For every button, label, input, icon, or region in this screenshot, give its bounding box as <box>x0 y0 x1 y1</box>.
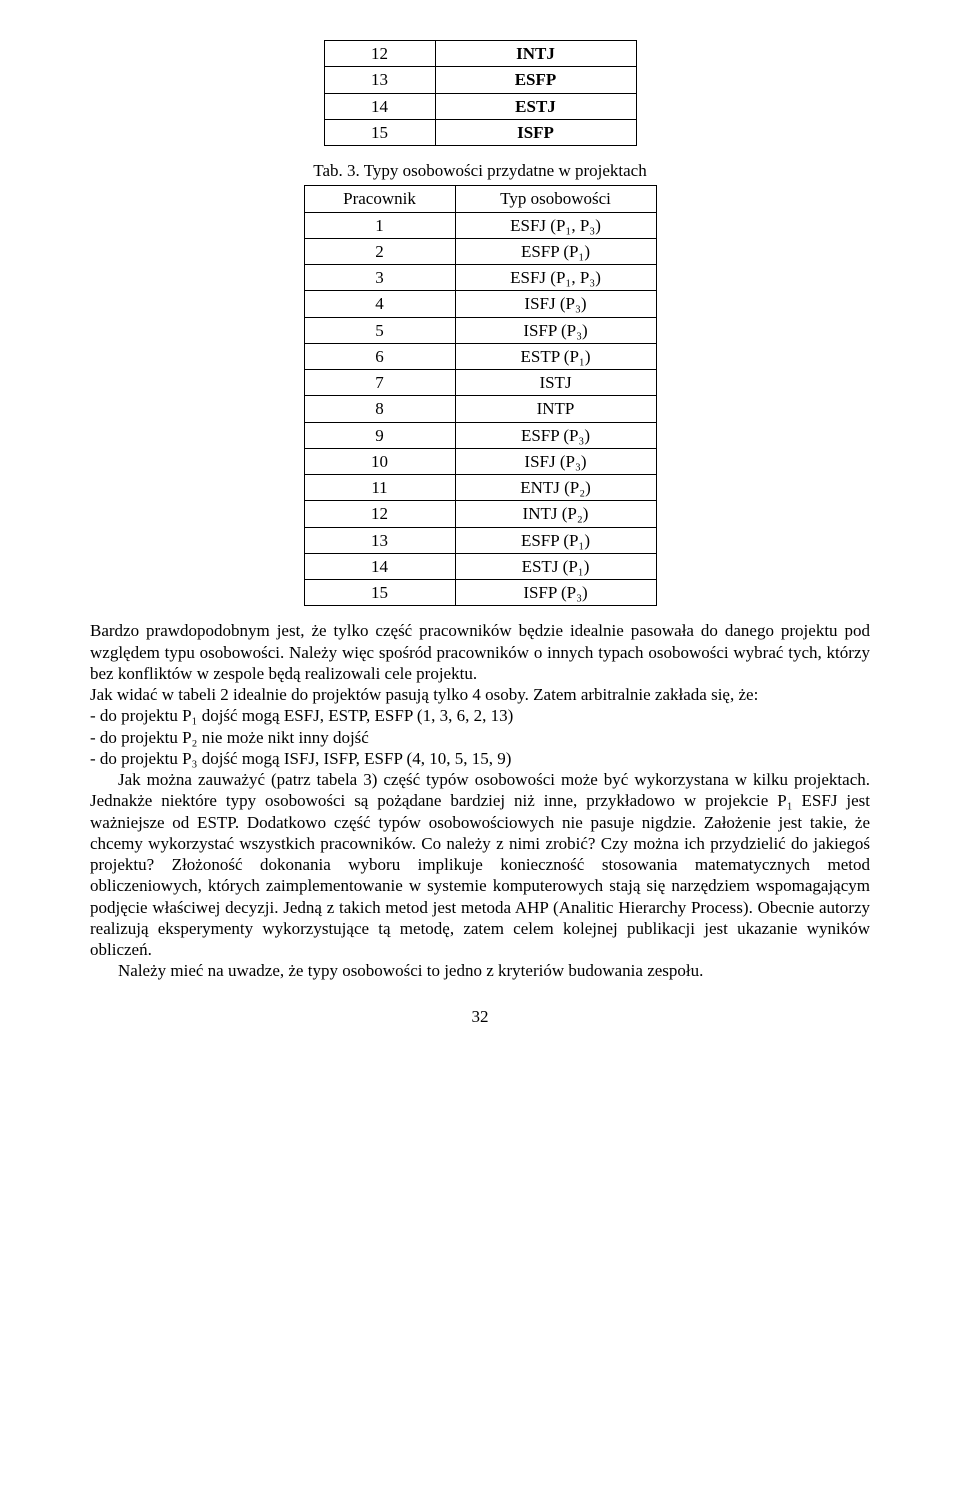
row-number: 13 <box>324 67 435 93</box>
table-row: 15ISFP <box>324 119 636 145</box>
table-row: 11ENTJ (P₂) <box>304 475 656 501</box>
table-row: 8INTP <box>304 396 656 422</box>
row-number: 14 <box>324 93 435 119</box>
row-number: 13 <box>304 527 455 553</box>
row-number: 5 <box>304 317 455 343</box>
row-value: ESTP (P₁) <box>455 343 656 369</box>
row-value: ISTJ <box>455 370 656 396</box>
row-value: ESFP <box>435 67 636 93</box>
row-number: 15 <box>324 119 435 145</box>
table-row: 4ISFJ (P₃) <box>304 291 656 317</box>
page-number: 32 <box>90 1006 870 1027</box>
paragraph-1: Bardzo prawdopodobnym jest, że tylko czę… <box>90 620 870 684</box>
row-number: 4 <box>304 291 455 317</box>
row-value: INTJ (P₂) <box>455 501 656 527</box>
row-value: INTJ <box>435 41 636 67</box>
row-number: 12 <box>324 41 435 67</box>
row-number: 9 <box>304 422 455 448</box>
row-value: ESFP (P₁) <box>455 527 656 553</box>
row-number: 10 <box>304 448 455 474</box>
row-number: 14 <box>304 553 455 579</box>
table-row: 14ESTJ (P₁) <box>304 553 656 579</box>
row-number: 15 <box>304 580 455 606</box>
list-item-1: - do projektu P₁ dojść mogą ESFJ, ESTP, … <box>90 705 870 726</box>
row-number: 3 <box>304 265 455 291</box>
table2-fragment: 12INTJ13ESFP14ESTJ15ISFP <box>324 40 637 146</box>
row-value: INTP <box>455 396 656 422</box>
row-value: ISFP (P₃) <box>455 317 656 343</box>
table-header-row: PracownikTyp osobowości <box>304 186 656 212</box>
row-number: 12 <box>304 501 455 527</box>
table3-caption: Tab. 3. Typy osobowości przydatne w proj… <box>90 160 870 181</box>
table-row: 12INTJ (P₂) <box>304 501 656 527</box>
row-number: 1 <box>304 212 455 238</box>
row-value: ESFP (P₁) <box>455 238 656 264</box>
row-value: ISFP (P₃) <box>455 580 656 606</box>
paragraph-3: Jak można zauważyć (patrz tabela 3) częś… <box>90 769 870 960</box>
table3: PracownikTyp osobowości1ESFJ (P₁, P₃)2ES… <box>304 185 657 606</box>
paragraph-4: Należy mieć na uwadze, że typy osobowośc… <box>90 960 870 981</box>
list-item-2: - do projektu P₂ nie może nikt inny dojś… <box>90 727 870 748</box>
table-row: 12INTJ <box>324 41 636 67</box>
paragraph-2: Jak widać w tabeli 2 idealnie do projekt… <box>90 684 870 705</box>
row-value: ISFP <box>435 119 636 145</box>
table-row: 14ESTJ <box>324 93 636 119</box>
row-number: 7 <box>304 370 455 396</box>
table-row: 2ESFP (P₁) <box>304 238 656 264</box>
table-row: 13ESFP (P₁) <box>304 527 656 553</box>
row-number: 11 <box>304 475 455 501</box>
row-value: ESTJ (P₁) <box>455 553 656 579</box>
table-row: 5ISFP (P₃) <box>304 317 656 343</box>
row-value: ISFJ (P₃) <box>455 291 656 317</box>
row-value: ENTJ (P₂) <box>455 475 656 501</box>
row-value: ESTJ <box>435 93 636 119</box>
table-row: 1ESFJ (P₁, P₃) <box>304 212 656 238</box>
table-row: 6ESTP (P₁) <box>304 343 656 369</box>
table-row: 15ISFP (P₃) <box>304 580 656 606</box>
table-row: 13ESFP <box>324 67 636 93</box>
table-row: 10ISFJ (P₃) <box>304 448 656 474</box>
table-row: 7ISTJ <box>304 370 656 396</box>
row-value: ISFJ (P₃) <box>455 448 656 474</box>
list-item-3: - do projektu P₃ dojść mogą ISFJ, ISFP, … <box>90 748 870 769</box>
table-row: 9ESFP (P₃) <box>304 422 656 448</box>
row-number: 8 <box>304 396 455 422</box>
col-header-pracownik: Pracownik <box>304 186 455 212</box>
row-value: ESFP (P₃) <box>455 422 656 448</box>
row-value: ESFJ (P₁, P₃) <box>455 212 656 238</box>
table-row: 3ESFJ (P₁, P₃) <box>304 265 656 291</box>
row-number: 6 <box>304 343 455 369</box>
row-number: 2 <box>304 238 455 264</box>
col-header-typ: Typ osobowości <box>455 186 656 212</box>
row-value: ESFJ (P₁, P₃) <box>455 265 656 291</box>
